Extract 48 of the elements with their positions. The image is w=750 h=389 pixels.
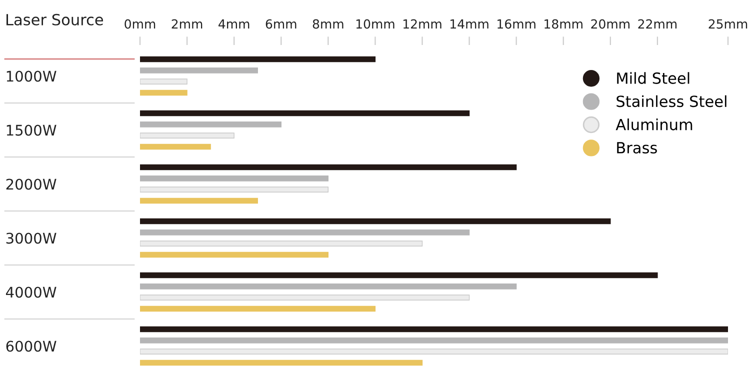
- bar: [140, 360, 423, 366]
- y-tick-label: 3000W: [6, 232, 56, 244]
- legend-label: Mild Steel: [617, 72, 690, 84]
- bar: [140, 230, 470, 236]
- x-tick-label: 2mm: [172, 19, 202, 29]
- bar: [140, 294, 470, 300]
- y-tick-label: 2000W: [6, 178, 56, 190]
- y-tick-label: 1000W: [6, 70, 56, 82]
- bar: [140, 90, 188, 96]
- x-tick-label: 6mm: [266, 19, 296, 29]
- x-tick-label: 22mm: [638, 19, 677, 29]
- x-tick-label: 14mm: [450, 19, 488, 29]
- bar: [140, 176, 329, 182]
- bar: [140, 338, 728, 344]
- bar: [140, 56, 376, 62]
- x-tick-label: 10mm: [356, 19, 394, 29]
- x-tick-label: 20mm: [591, 19, 630, 29]
- legend-label: Stainless Steel: [616, 95, 726, 108]
- x-tick-label: 18mm: [544, 19, 582, 29]
- x-tick-label: 12mm: [403, 19, 442, 29]
- bar: [140, 110, 470, 116]
- y-tick-label: 6000W: [6, 340, 56, 352]
- bar: [140, 252, 329, 258]
- bar: [140, 306, 376, 312]
- x-tick-label: 0mm: [124, 19, 156, 29]
- bar: [140, 240, 423, 246]
- y-axis-title: Laser Source: [6, 14, 104, 26]
- bar: [140, 326, 728, 332]
- bar: [140, 272, 658, 278]
- bar: [140, 284, 517, 290]
- bar: [140, 144, 211, 150]
- x-tick-label: 16mm: [498, 19, 536, 29]
- legend-label: Aluminum: [616, 118, 692, 130]
- bar: [140, 132, 234, 138]
- bar: [140, 348, 728, 354]
- x-tick-label: 8mm: [312, 19, 344, 29]
- bar: [140, 68, 258, 74]
- bar: [140, 198, 258, 204]
- x-tick-label: 25mm: [708, 19, 748, 29]
- bar: [140, 164, 517, 170]
- y-tick-label: 1500W: [6, 124, 56, 136]
- bar: [140, 78, 188, 84]
- bar: [140, 218, 611, 224]
- bar: [140, 186, 329, 192]
- y-tick-label: 4000W: [6, 286, 56, 298]
- bar: [140, 122, 282, 128]
- legend-label: Brass: [617, 142, 657, 154]
- x-tick-label: 4mm: [218, 19, 250, 29]
